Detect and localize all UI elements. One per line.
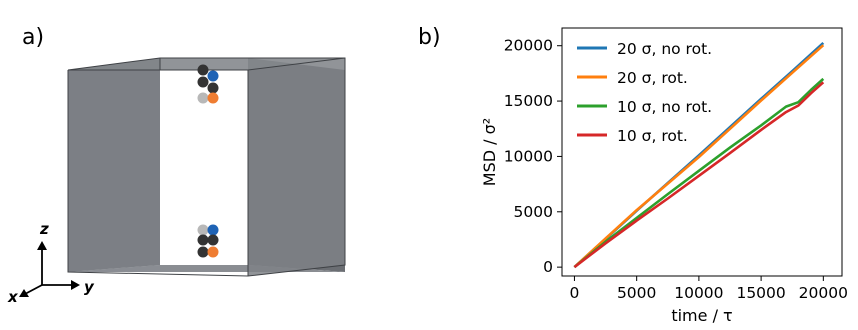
chain-bead	[207, 92, 219, 104]
plot-area: 0 5000 10000 15000 20000 0 5000 10000 15000 20000	[504, 27, 848, 302]
chain-bead	[197, 234, 209, 246]
y-tick-label: 15000	[504, 92, 553, 110]
box-right-face	[248, 58, 345, 276]
plot-frame	[561, 27, 843, 277]
chain-bead	[207, 246, 219, 258]
y-tick-label: 10000	[504, 147, 553, 165]
chain-bead	[197, 224, 209, 236]
box-front-left-face	[68, 70, 160, 272]
chain-bead	[197, 92, 209, 104]
bottom-chain	[197, 224, 219, 258]
chain-bead	[207, 234, 219, 246]
legend: 20 σ, no rot. 20 σ, rot. 10 σ, no rot. 10 σ…	[577, 40, 712, 145]
chain-bead	[207, 224, 219, 236]
panel-b-label: b)	[418, 25, 441, 50]
series-line-1	[573, 44, 825, 269]
chain-bead	[197, 246, 209, 258]
x-tick-label: 5000	[617, 284, 656, 302]
chain-bead	[207, 82, 219, 94]
z-axis-label: z	[39, 220, 49, 238]
legend-label-2: 10 σ, no rot.	[617, 98, 712, 116]
series-line-3	[573, 81, 825, 269]
x-axis-label: x	[7, 288, 19, 306]
top-chain	[197, 64, 219, 104]
chain-bead	[197, 76, 209, 88]
y-tick-label: 20000	[504, 37, 553, 55]
coordinate-axes	[19, 241, 80, 297]
x-tick-label: 15000	[736, 284, 785, 302]
legend-label-1: 20 σ, rot.	[617, 69, 688, 87]
chain-bead	[197, 64, 209, 76]
legend-label-0: 20 σ, no rot.	[617, 40, 712, 58]
box-schematic: a) z	[7, 25, 346, 306]
x-axis-title: time / τ	[671, 306, 732, 325]
x-tick-label: 20000	[799, 284, 848, 302]
y-tick-label: 0	[543, 258, 553, 276]
panel-a-label: a)	[22, 25, 44, 50]
y-tick-label: 5000	[514, 203, 553, 221]
x-tick-label: 0	[570, 284, 580, 302]
y-axis-label: y	[84, 278, 95, 296]
x-tick-label: 10000	[674, 284, 723, 302]
y-axis-title: MSD / σ²	[480, 118, 499, 186]
legend-label-3: 10 σ, rot.	[617, 127, 688, 145]
series-line-2	[573, 77, 825, 269]
box-opening	[160, 70, 248, 265]
chain-bead	[207, 70, 219, 82]
